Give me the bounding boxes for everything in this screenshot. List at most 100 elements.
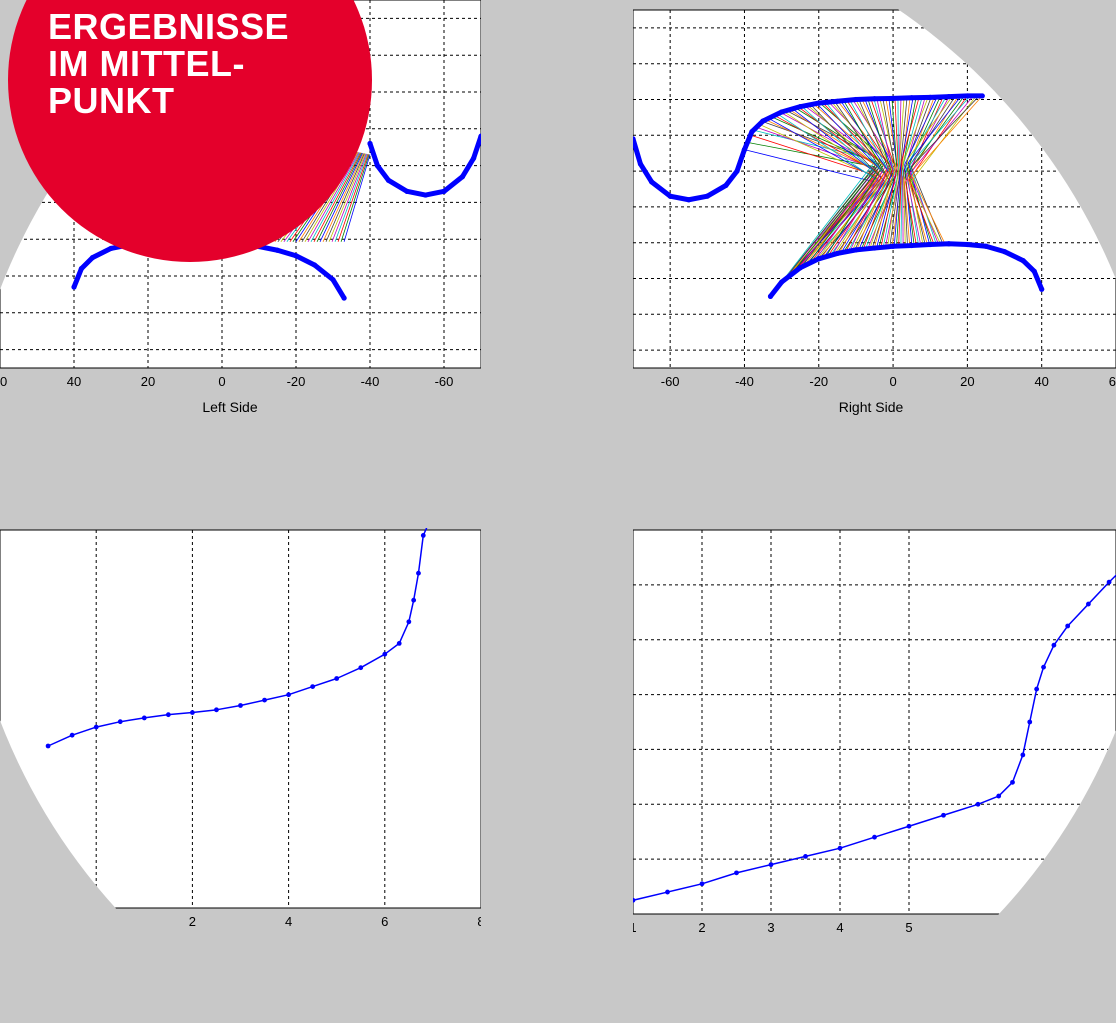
x-tick-label: 6 [381,914,388,929]
data-point [45,743,51,749]
data-point [834,250,840,257]
data-point [797,265,803,271]
ray-line [905,96,947,168]
ray-line [825,160,887,258]
chart-panel-2: -60-40-200204060-50-40-30-20-10010203040… [610,9,1116,415]
plot-area [0,529,482,909]
ray-line [838,164,890,254]
data-point [749,129,755,135]
x-tick-label: 4 [285,914,292,929]
data-point [382,651,388,657]
data-point [396,641,402,646]
data-point [1034,686,1040,692]
ray-line [873,98,896,174]
ray-line [882,171,899,248]
ray-line [849,99,892,176]
data-point [946,241,952,247]
ray-line [876,98,896,182]
ray-line [810,104,886,183]
ray-line [750,134,876,176]
ray-line [904,96,941,174]
ray-line [905,166,919,246]
ray-line [801,160,882,268]
data-point [1039,286,1045,292]
ray-line [910,166,944,245]
ray-line [906,96,953,161]
frame-divider-horizontal [0,430,1116,528]
ray-line [898,160,903,247]
ray-line [900,168,903,246]
ray-line [858,170,894,250]
ray-line [843,100,891,183]
data-point [1001,249,1008,255]
ray-line [759,124,878,178]
data-point [686,197,692,203]
data-point [803,854,808,859]
data-point [704,193,710,199]
data-point [837,845,843,851]
ray-line [783,162,878,281]
data-point [126,242,133,248]
data-point [1010,779,1015,785]
data-point [1086,601,1091,607]
data-point [637,161,644,167]
data-point [358,665,364,671]
x-tick-label: 3 [767,920,774,935]
data-point [182,239,188,245]
ray-line [907,96,959,178]
x-axis-label: Left Side [202,399,257,415]
ray-line [894,98,899,163]
ray-line [828,101,888,163]
ray-line [906,96,950,176]
data-point [665,889,670,895]
data-point [1065,623,1071,629]
data-point [190,710,195,715]
ray-line [891,98,898,178]
ray-line [774,115,880,174]
ray-line [798,106,884,172]
data-point [286,692,291,698]
data-point [219,240,225,246]
ray-line [744,149,875,183]
ray-line [905,181,917,246]
ray-line [856,162,894,250]
ray-line [909,173,939,245]
data-point [1051,642,1057,648]
data-point [909,242,915,249]
x-tick-label: -60 [435,374,454,389]
x-tick-label: 20 [960,374,974,389]
ray-line [901,97,920,161]
ray-line [831,101,889,172]
data-point [411,597,417,603]
data-point [238,703,243,708]
ray-line [902,97,929,163]
data-point [927,94,933,100]
ray-line [858,99,893,178]
ray-line [789,109,882,170]
data-point [779,279,785,285]
data-point [330,277,336,283]
data-point [471,155,477,161]
ray-line [847,175,892,252]
data-point [1020,258,1026,264]
ray-line [904,173,915,246]
x-tick-label: 20 [141,374,155,389]
ray-line [832,162,889,256]
x-tick-label: -20 [287,374,306,389]
ray-line [862,164,895,250]
data-point [734,168,740,174]
data-point [909,95,915,101]
data-point [341,295,347,301]
data-point [256,243,262,250]
data-point [459,174,466,180]
ray-line [783,111,881,176]
data-point [374,163,380,169]
data-point [760,118,766,124]
ray-line [910,95,980,168]
x-axis-label: Right Side [839,399,904,415]
ray-line [908,95,965,172]
data-point [964,241,970,248]
data-point [816,256,822,262]
ray-line [904,96,938,165]
x-tick-label: 2 [698,920,705,935]
